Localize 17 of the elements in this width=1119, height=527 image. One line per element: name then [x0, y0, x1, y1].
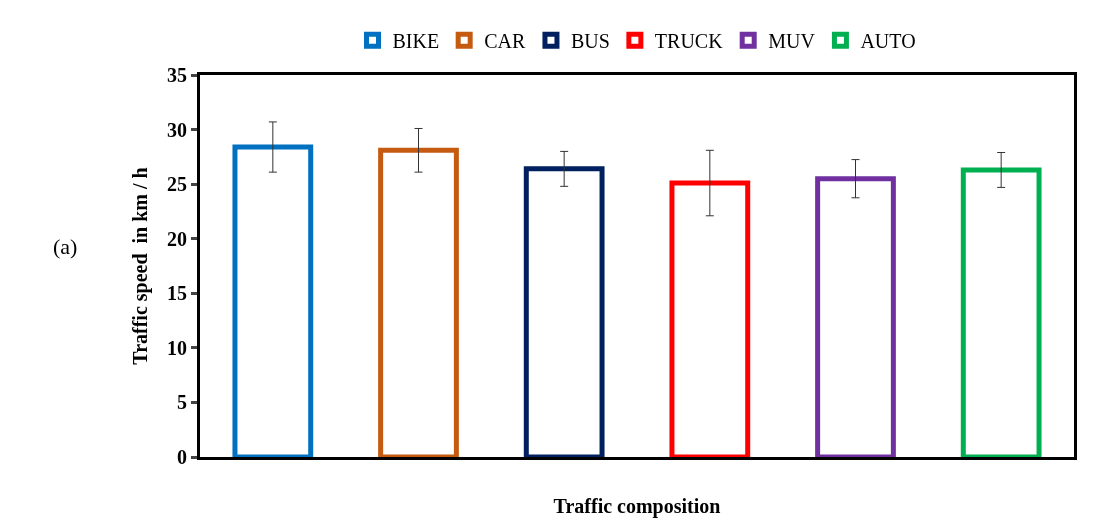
legend-label: MUV [768, 30, 816, 53]
y-tick-label: 0 [177, 446, 187, 468]
y-tick-label: 15 [167, 282, 187, 305]
legend-label: CAR [484, 30, 526, 53]
x-axis-title: Traffic composition [553, 494, 721, 518]
y-tick-label: 30 [167, 118, 187, 141]
y-tick-label: 20 [167, 227, 187, 250]
y-axis-title: Traffic speed in km / h [128, 167, 152, 365]
y-tick-label: 5 [177, 391, 187, 414]
y-tick-label: 35 [167, 64, 187, 86]
text: (a) [53, 234, 78, 259]
legend-label: BUS [570, 30, 610, 53]
legend-label: AUTO [860, 30, 916, 53]
y-tick-label: 25 [167, 173, 187, 196]
y-tick-label: 10 [167, 336, 187, 359]
legend-label: TRUCK [654, 30, 724, 53]
legend-label: BIKE [392, 30, 440, 53]
